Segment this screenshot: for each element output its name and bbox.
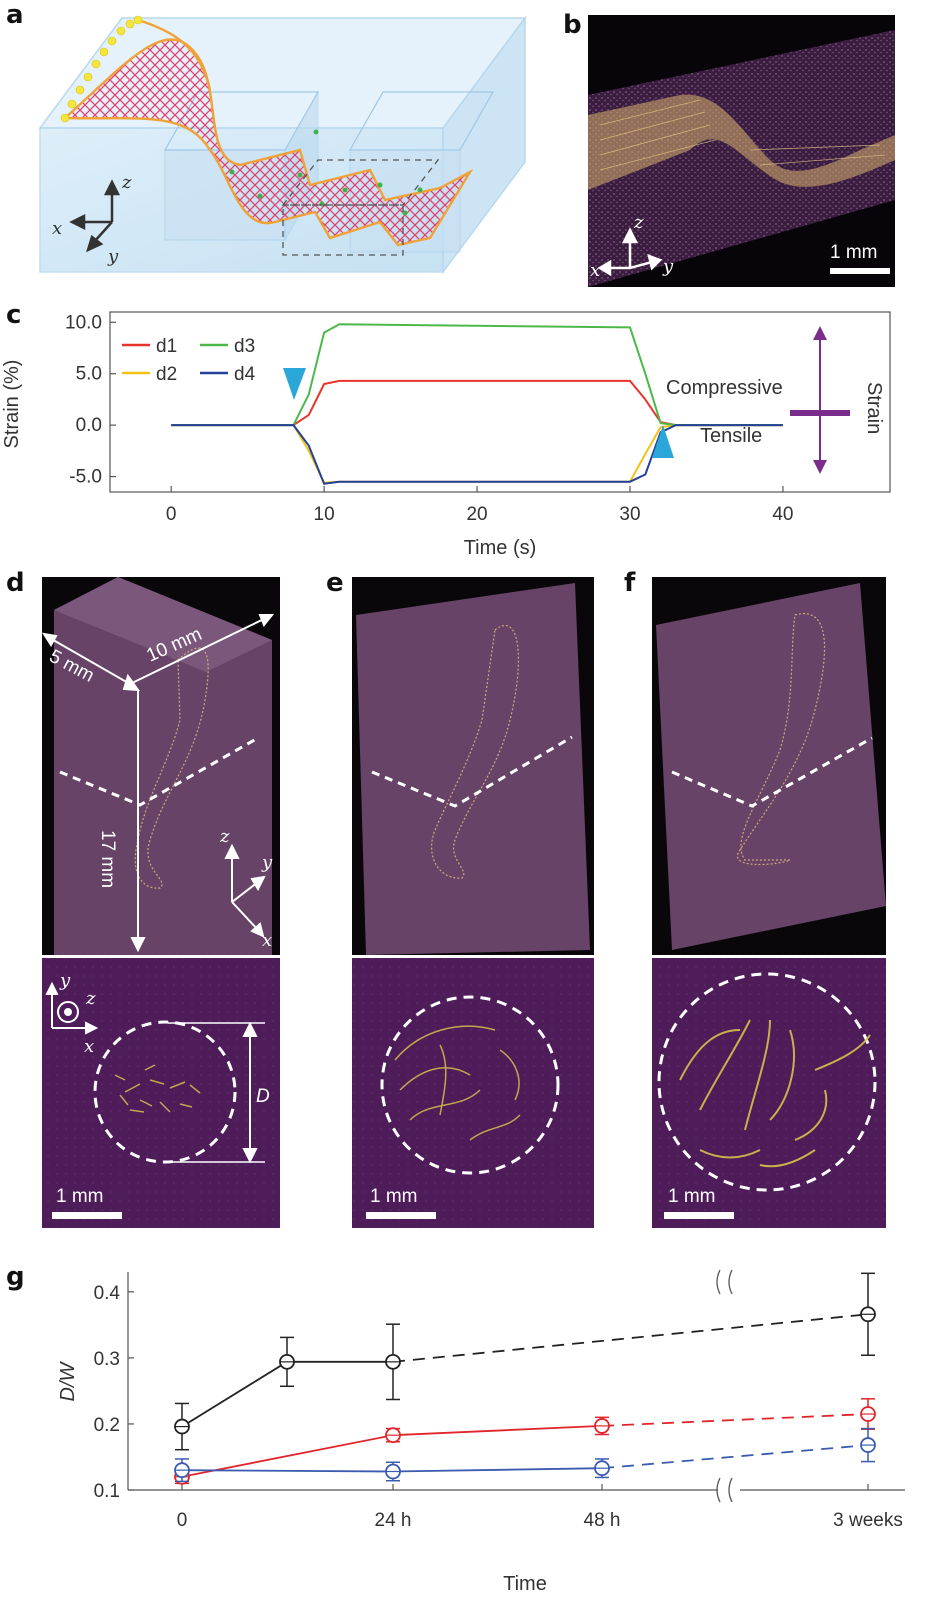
legend-label-d1: d1 bbox=[156, 336, 177, 357]
panel-c-series bbox=[171, 323, 783, 485]
g-xtick-label: 0 bbox=[177, 1510, 188, 1531]
panel-d-scalebar-label: 1 mm bbox=[56, 1186, 104, 1207]
panel-g-series bbox=[174, 1272, 876, 1485]
c-xtick-label: 10 bbox=[314, 504, 335, 525]
g-ytick-label: 0.3 bbox=[94, 1349, 120, 1370]
panel-d-cross-section: D y z x 1 mm bbox=[42, 958, 280, 1228]
compressive-label: Compressive bbox=[666, 377, 783, 399]
panel-c-xticks: 0 10 20 30 40 bbox=[166, 486, 794, 525]
panel-c-xlabel: Time (s) bbox=[464, 537, 537, 559]
c-ytick-label: 10.0 bbox=[65, 312, 102, 333]
panel-label-a: a bbox=[6, 0, 24, 30]
panel-label-b: b bbox=[563, 10, 582, 40]
c-ytick-label: 5.0 bbox=[76, 364, 102, 385]
panel-c-legend: d1 d3 d2 d4 bbox=[122, 336, 256, 385]
panel-label-g: g bbox=[6, 1262, 25, 1292]
load-end-marker bbox=[652, 425, 674, 458]
load-start-marker bbox=[283, 368, 306, 400]
panel-f-cross-section: 1 mm bbox=[652, 958, 886, 1228]
panel-e-3d bbox=[352, 577, 594, 955]
dw-series-extrapolation bbox=[601, 1444, 869, 1470]
panel-c-plot-frame bbox=[109, 311, 891, 493]
g-xtick-label: 24 h bbox=[375, 1510, 412, 1531]
panel-c-ylabel: Strain (%) bbox=[1, 360, 23, 449]
panel-d-z-label: z bbox=[219, 826, 230, 847]
panel-c-yticks: 10.0 5.0 0.0 -5.0 bbox=[65, 312, 116, 488]
panel-a-schematic: z x y bbox=[38, 15, 527, 275]
panel-b-scalebar bbox=[830, 268, 890, 274]
g-ytick-label: 0.1 bbox=[94, 1481, 120, 1502]
panel-d-x-label: x bbox=[262, 930, 272, 951]
panel-g-xlabel: Time bbox=[503, 1573, 547, 1595]
panel-e-scalebar-label: 1 mm bbox=[370, 1186, 418, 1207]
panel-c-chart: 10.0 5.0 0.0 -5.0 0 10 20 30 40 d1 d3 d2 d4 Com… bbox=[1, 311, 891, 559]
panel-f-scalebar bbox=[664, 1212, 734, 1219]
c-xtick-label: 0 bbox=[166, 504, 177, 525]
g-xtick-label: 3 weeks bbox=[833, 1510, 903, 1531]
panel-g-chart: 0.4 0.3 0.2 0.1 0 24 h 48 h 3 weeks D/W Time bbox=[57, 1269, 905, 1595]
g-ytick-label: 0.2 bbox=[94, 1415, 120, 1436]
panel-d-3d: 5 mm 10 mm 17 mm z y x bbox=[41, 577, 280, 955]
legend-label-d4: d4 bbox=[234, 364, 256, 385]
panel-g-yticks: 0.4 0.3 0.2 0.1 bbox=[94, 1283, 134, 1502]
c-xtick-label: 30 bbox=[619, 504, 640, 525]
c-ytick-label: -5.0 bbox=[69, 467, 102, 488]
panel-label-d: d bbox=[6, 568, 25, 598]
panel-e-cross-section: 1 mm bbox=[352, 958, 594, 1228]
panel-b-micrograph: z x y 1 mm bbox=[588, 15, 895, 287]
strain-series-d4 bbox=[171, 424, 783, 485]
panel-a-z-label: z bbox=[121, 172, 132, 193]
panel-b-scalebar-label: 1 mm bbox=[830, 242, 878, 263]
panel-label-e: e bbox=[326, 568, 344, 598]
dw-series-extrapolation bbox=[601, 1413, 869, 1427]
axis-break-marks bbox=[716, 1269, 733, 1503]
panel-a-x-label: x bbox=[52, 218, 62, 239]
c-ytick-label: 0.0 bbox=[76, 415, 102, 436]
strain-series-d3 bbox=[171, 323, 783, 427]
panel-b-x-label: x bbox=[590, 260, 600, 281]
panel-f-3d bbox=[652, 577, 886, 955]
legend-label-d2: d2 bbox=[156, 364, 177, 385]
dw-series-extrapolation bbox=[392, 1313, 869, 1363]
g-xtick-label: 48 h bbox=[584, 1510, 621, 1531]
diameter-label: D bbox=[256, 1086, 270, 1107]
panel-b-z-label: z bbox=[633, 212, 644, 233]
panel-d-cs-z-label: z bbox=[85, 988, 96, 1009]
panel-g-ylabel: D/W bbox=[57, 1360, 79, 1401]
panel-f-scalebar-label: 1 mm bbox=[668, 1186, 716, 1207]
legend-label-d3: d3 bbox=[234, 336, 255, 357]
panel-b-y-label: y bbox=[662, 256, 674, 277]
panel-a-y-label: y bbox=[107, 246, 119, 267]
panel-e-scalebar bbox=[366, 1212, 436, 1219]
strain-side-label: Strain bbox=[863, 382, 885, 434]
panel-label-f: f bbox=[624, 568, 636, 598]
g-ytick-label: 0.4 bbox=[94, 1283, 121, 1304]
panel-g-xticks: 0 24 h 48 h 3 weeks bbox=[177, 1484, 903, 1531]
panel-d-scalebar bbox=[52, 1212, 122, 1219]
c-xtick-label: 20 bbox=[466, 504, 487, 525]
panel-d-cs-x-label: x bbox=[84, 1036, 94, 1057]
panel-d-cs-y-label: y bbox=[59, 970, 71, 991]
height-dimension-label: 17 mm bbox=[97, 830, 118, 888]
panel-label-c: c bbox=[6, 300, 22, 330]
panel-d-y-label: y bbox=[261, 852, 273, 873]
c-xtick-label: 40 bbox=[772, 504, 793, 525]
tensile-label: Tensile bbox=[700, 425, 762, 447]
strain-direction-symbol bbox=[790, 326, 850, 474]
